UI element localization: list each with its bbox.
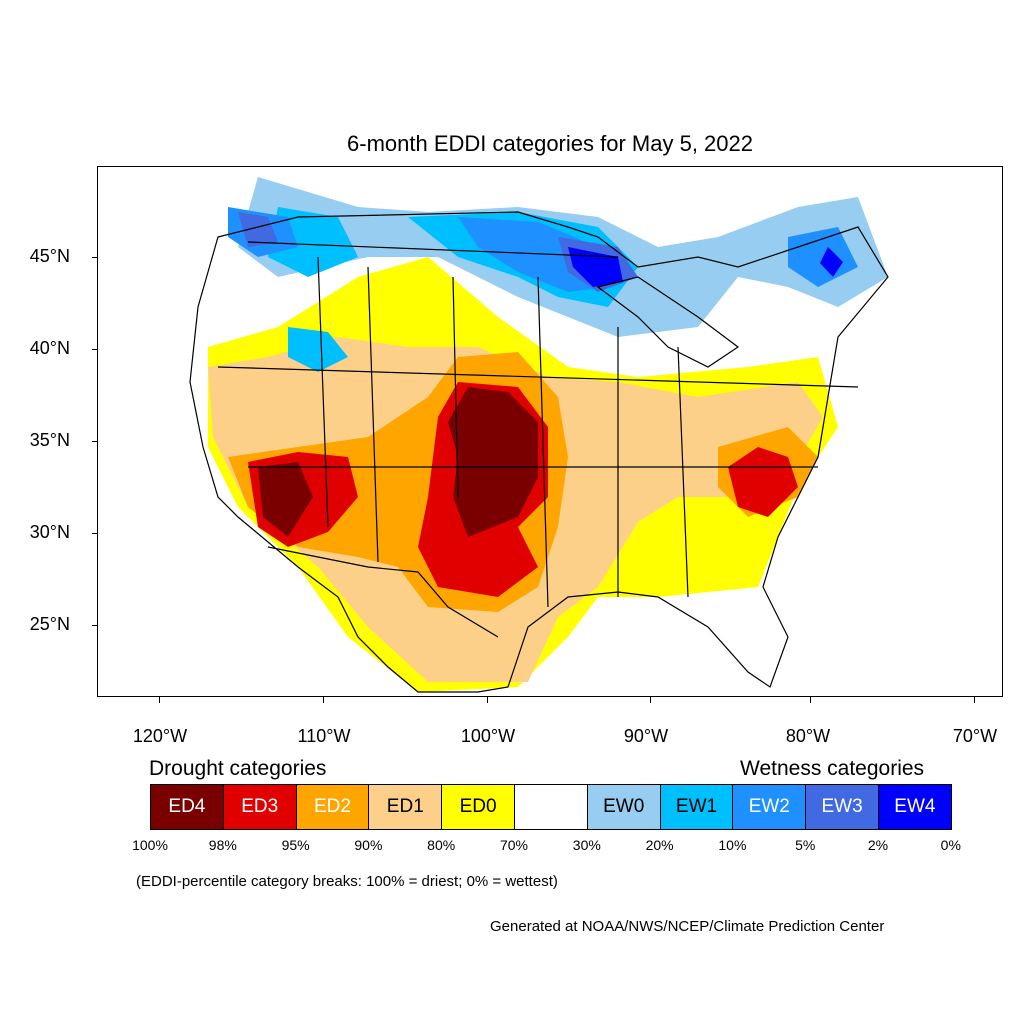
legend-box-ed4: ED4 (150, 784, 224, 830)
legend-box-ed0: ED0 (441, 784, 515, 830)
legend-break-label: 90% (354, 837, 383, 853)
us-mexico-border (267, 546, 499, 638)
state-line-2 (367, 266, 379, 563)
legend-break-label: 2% (867, 837, 889, 853)
wetness-heading: Wetness categories (740, 757, 925, 780)
drought-heading: Drought categories (149, 757, 327, 780)
legend-box-ew2: EW2 (732, 784, 807, 830)
lon-tick (159, 697, 160, 703)
lon-label-120: 120°W (132, 726, 188, 746)
state-line-1 (317, 256, 329, 528)
legend-break-label: 80% (427, 837, 456, 853)
map-panel (97, 166, 1003, 697)
legend-box-ed3: ED3 (222, 784, 297, 830)
legend-break-label: 95% (281, 837, 310, 853)
state-line-3 (452, 276, 459, 498)
boundaries (189, 211, 889, 693)
us-outline (189, 211, 889, 693)
legend-box-neutral (514, 784, 588, 830)
lon-label-90: 90°W (623, 726, 669, 746)
map-title: 6-month EDDI categories for May 5, 2022 (347, 131, 753, 156)
legend-box-ew1: EW1 (659, 784, 734, 830)
great-lakes (596, 276, 740, 368)
lat-tick (92, 533, 98, 534)
state-line-4 (537, 276, 549, 608)
legend-break-label: 100% (132, 837, 168, 853)
lon-label-110: 110°W (297, 726, 351, 746)
state-line-6 (677, 346, 689, 598)
legend-break-label: 30% (572, 837, 601, 853)
legend-break-label: 5% (795, 837, 816, 853)
lat-tick (92, 625, 98, 626)
lon-tick (810, 697, 811, 703)
legend-box-ed2: ED2 (295, 784, 370, 830)
lon-tick (650, 697, 651, 703)
lon-tick (323, 697, 324, 703)
eddi-map (188, 177, 889, 696)
legend-break-label: 10% (718, 837, 747, 853)
legend-break-label: 20% (645, 837, 674, 853)
lat-tick (92, 441, 98, 442)
us-canada-border (247, 241, 619, 258)
legend-box-ed1: ED1 (368, 784, 443, 830)
lat-label-30: 30°N (29, 522, 70, 542)
drought-patches (208, 257, 838, 692)
lon-tick (487, 697, 488, 703)
credit-line: Generated at NOAA/NWS/NCEP/Climate Predi… (490, 918, 885, 935)
wetness-patches (228, 177, 888, 372)
legend-break-label: 70% (499, 837, 529, 853)
lon-label-80: 80°W (785, 726, 831, 746)
state-line-7 (217, 366, 859, 388)
legend-break-label: 0% (940, 837, 961, 853)
lon-label-70: 70°W (952, 726, 998, 746)
legend-note: (EDDI-percentile category breaks: 100% =… (136, 873, 558, 890)
lat-label-45: 45°N (29, 246, 70, 266)
lon-label-100: 100°W (460, 726, 516, 746)
legend-box-ew3: EW3 (805, 784, 879, 830)
lat-tick (92, 349, 98, 350)
lat-label-35: 35°N (29, 430, 70, 450)
lat-label-25: 25°N (29, 614, 70, 634)
legend-box-ew4: EW4 (878, 784, 952, 830)
lat-label-40: 40°N (29, 338, 70, 358)
lat-tick (92, 257, 98, 258)
lon-tick (974, 697, 975, 703)
legend-break-label: 98% (208, 837, 237, 853)
legend-box-ew0: EW0 (586, 784, 661, 830)
